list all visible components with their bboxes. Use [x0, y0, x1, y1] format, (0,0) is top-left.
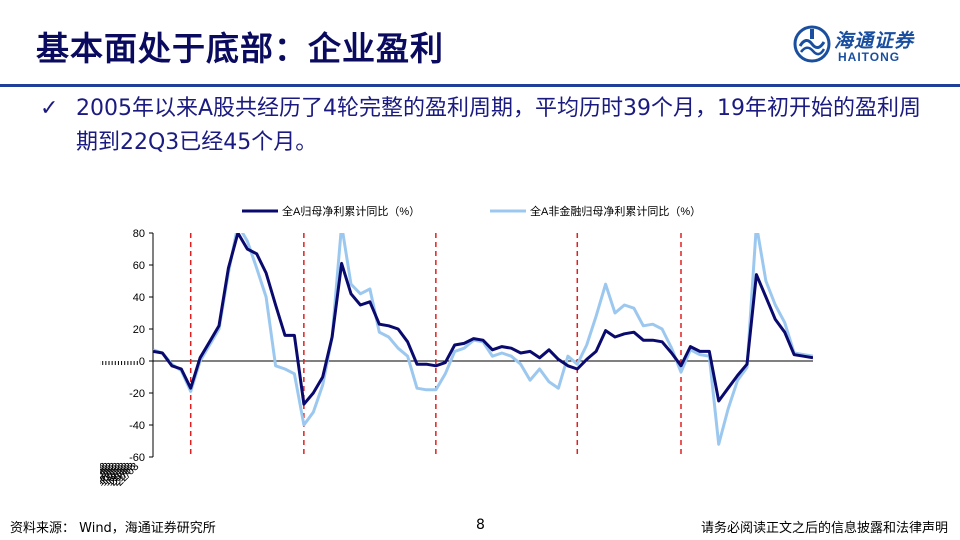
page-number: 8 — [476, 517, 485, 533]
check-icon: ✓ — [40, 96, 59, 121]
legend-label: 全A非金融归母净利累计同比（%） — [530, 204, 701, 218]
y-tick-label: 20 — [133, 324, 145, 336]
haitong-logo-icon — [793, 25, 831, 63]
header-divider — [0, 84, 960, 87]
earnings-growth-chart: 806040200-20-40-6005/0306/0307/0308/0309… — [100, 204, 813, 489]
series-line-2 — [153, 233, 813, 446]
series-line-1 — [153, 233, 813, 406]
y-tick-label: 80 — [133, 228, 145, 240]
logo-text-en: HAITONG — [838, 50, 901, 64]
source-note: 资料来源： Wind，海通证券研究所 — [10, 521, 216, 536]
bullet-text: 2005年以来A股共经历了4轮完整的盈利周期，平均历时39个月，19年初开始的盈… — [76, 96, 922, 155]
y-tick-label: -60 — [129, 452, 145, 464]
logo-text-cn: 海通证券 — [834, 30, 915, 52]
legend-label: 全A归母净利累计同比（%） — [282, 204, 420, 218]
haitong-logo: 海通证券 HAITONG — [792, 24, 932, 68]
disclaimer: 请务必阅读正文之后的信息披露和法律声明 — [700, 521, 948, 536]
y-tick-label: 0 — [139, 356, 145, 368]
y-tick-label: 60 — [133, 260, 145, 272]
y-tick-label: -20 — [129, 388, 145, 400]
y-tick-label: 40 — [133, 292, 145, 304]
page-title: 基本面处于底部：企业盈利 — [36, 29, 444, 68]
y-tick-label: -40 — [129, 420, 145, 432]
